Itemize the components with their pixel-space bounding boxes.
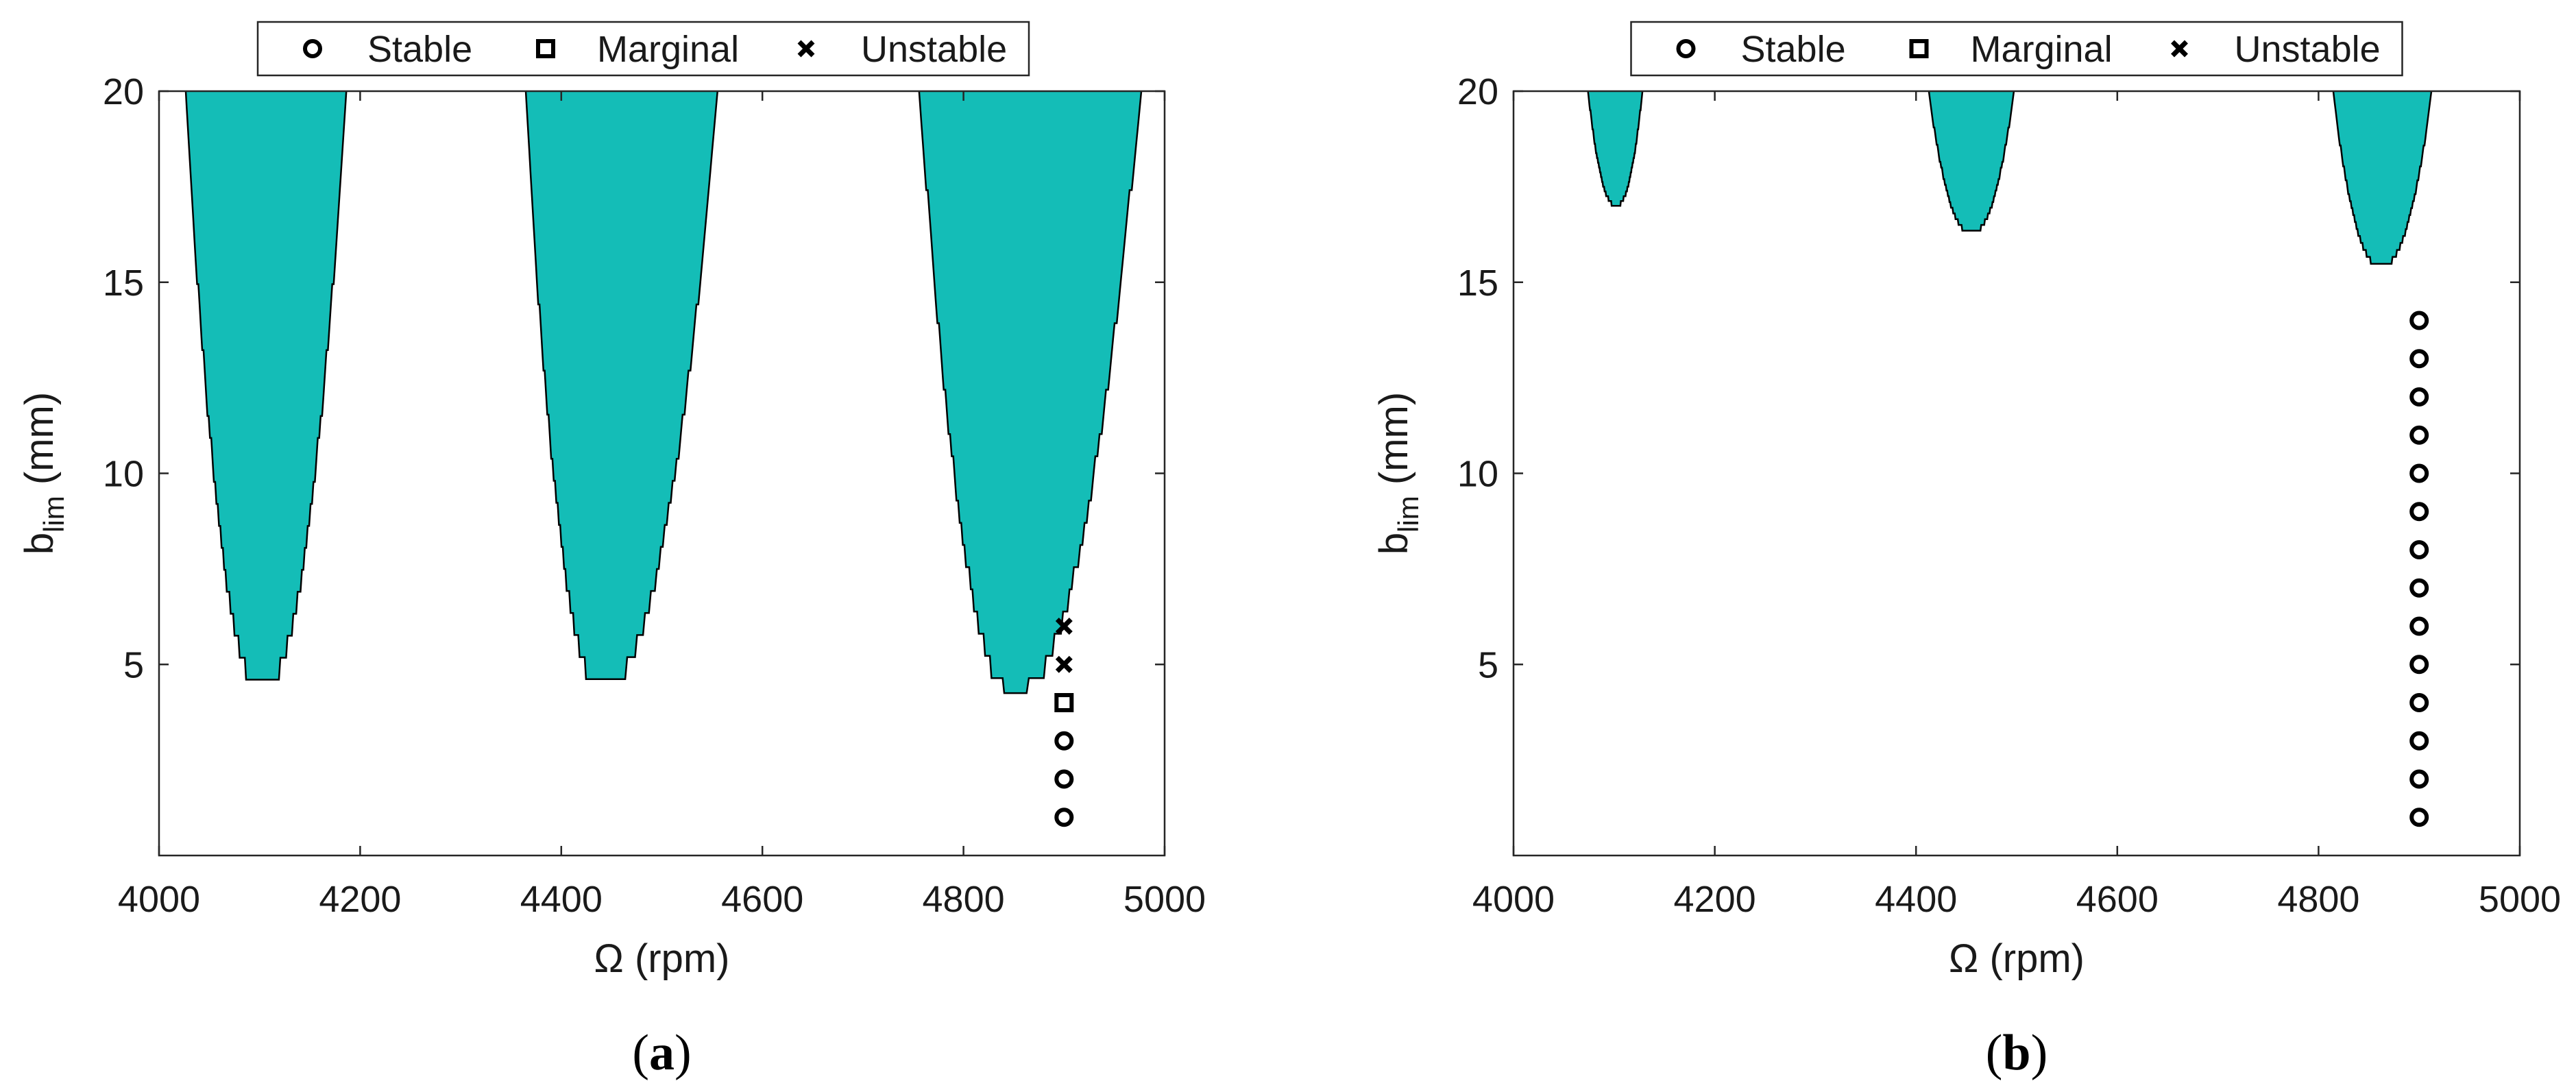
unstable-region-1 xyxy=(1587,91,1644,207)
legend: Stable Marginal Unstable xyxy=(1630,21,2403,77)
x-tick-label: 4000 xyxy=(1472,879,1555,920)
unstable-point xyxy=(1055,618,1073,635)
stable-point xyxy=(2409,311,2429,330)
legend-marker-stable xyxy=(303,39,322,58)
stable-point xyxy=(1054,769,1074,789)
legend: Stable Marginal Unstable xyxy=(256,21,1030,77)
unstable-region-3 xyxy=(918,91,1143,694)
legend-label: Stable xyxy=(1741,29,1846,70)
y-tick-label: 10 xyxy=(103,454,144,495)
legend-label: Marginal xyxy=(1971,29,2113,70)
y-tick-label: 20 xyxy=(103,71,144,112)
stable-point xyxy=(2409,616,2429,636)
y-axis-label: blim (mm) xyxy=(17,392,70,555)
x-tick-label: 4800 xyxy=(923,879,1005,920)
stable-point xyxy=(2409,731,2429,751)
legend-label: Stable xyxy=(367,29,472,70)
data-points xyxy=(1054,618,1074,827)
unstable-region-2 xyxy=(1928,91,2015,232)
stable-point xyxy=(2409,769,2429,789)
x-tick-label: 4000 xyxy=(118,879,200,920)
y-tick-label: 20 xyxy=(1457,71,1498,112)
x-tick-label: 4400 xyxy=(520,879,603,920)
legend-label: Unstable xyxy=(861,29,1007,70)
stable-point xyxy=(2409,655,2429,675)
x-tick-label: 4600 xyxy=(721,879,803,920)
legend-label: Unstable xyxy=(2235,29,2381,70)
stable-point xyxy=(1054,808,1074,827)
x-tick-label: 4800 xyxy=(2277,879,2359,920)
stable-point xyxy=(2409,502,2429,522)
x-tick-label: 4200 xyxy=(1674,879,1756,920)
legend-marker-marginal xyxy=(1909,39,1929,58)
x-tick-label: 4200 xyxy=(319,879,401,920)
x-axis-label: Ω (rpm) xyxy=(1949,936,2085,981)
x-tick-label: 5000 xyxy=(1123,879,1206,920)
unstable-regions xyxy=(184,91,1143,694)
panel-label: (b) xyxy=(1986,1025,2048,1081)
data-points xyxy=(2409,311,2429,827)
legend-box xyxy=(256,21,1030,77)
legend-marker-unstable xyxy=(797,40,815,58)
y-tick-label: 5 xyxy=(1478,644,1498,685)
legend-label: Marginal xyxy=(597,29,739,70)
x-axis-label: Ω (rpm) xyxy=(594,936,730,981)
chart-panel-b: 4000 4200 4400 4600 4800 5000 5 10 15 20 Ω (rpm) bl… xyxy=(1372,21,2561,1081)
legend-box xyxy=(1630,21,2403,77)
stable-point xyxy=(2409,425,2429,445)
x-tick-label: 5000 xyxy=(2479,879,2561,920)
x-tick-label: 4400 xyxy=(1875,879,1957,920)
chart-panel-a: 4000 4200 4400 4600 4800 5000 5 10 15 20 Ω (rpm) bl… xyxy=(17,21,1206,1081)
y-tick-label: 15 xyxy=(103,263,144,304)
marginal-point xyxy=(1054,693,1074,712)
stable-point xyxy=(2409,808,2429,827)
y-tick-label: 5 xyxy=(123,644,144,685)
y-axis-label: blim (mm) xyxy=(1372,392,1424,555)
stable-point xyxy=(1054,731,1074,751)
legend-marker-unstable xyxy=(2171,40,2188,58)
y-tick-label: 10 xyxy=(1457,454,1498,495)
stable-point xyxy=(2409,387,2429,407)
unstable-point xyxy=(1055,655,1073,673)
stable-point xyxy=(2409,578,2429,598)
panel-label: (a) xyxy=(632,1025,691,1081)
stable-point xyxy=(2409,540,2429,559)
x-tick-label: 4600 xyxy=(2076,879,2159,920)
unstable-regions xyxy=(1587,91,2433,265)
unstable-region-2 xyxy=(524,91,719,681)
unstable-region-1 xyxy=(184,91,348,681)
stable-point xyxy=(2409,349,2429,369)
stable-point xyxy=(2409,693,2429,712)
unstable-region-3 xyxy=(2332,91,2433,265)
legend-marker-stable xyxy=(1676,39,1696,58)
y-tick-label: 15 xyxy=(1457,263,1498,304)
stable-point xyxy=(2409,463,2429,483)
legend-marker-marginal xyxy=(536,39,555,58)
